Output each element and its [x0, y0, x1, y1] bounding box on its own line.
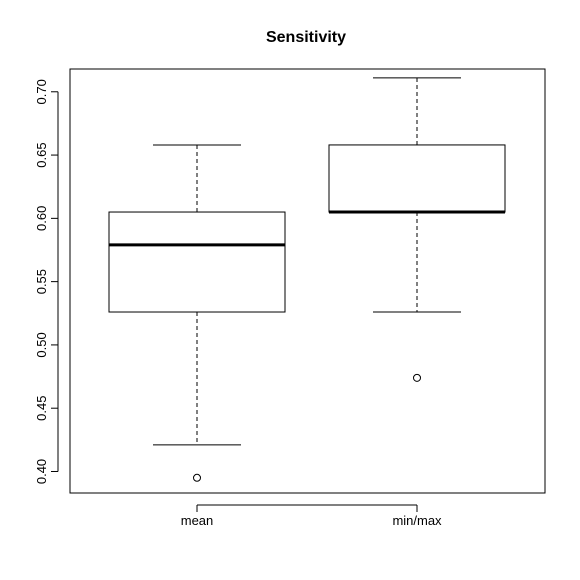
plot-frame: [69, 68, 546, 494]
y-tick-label: 0.65: [34, 142, 49, 167]
boxes: [108, 77, 506, 482]
y-tick-label: 0.50: [34, 332, 49, 357]
y-tick-label: 0.70: [34, 79, 49, 104]
outlier-point: [413, 373, 421, 382]
box-group: [108, 144, 286, 482]
y-tick-label: 0.60: [34, 206, 49, 231]
outlier-point: [193, 473, 201, 482]
iqr-box: [108, 211, 286, 313]
y-tick-label: 0.40: [34, 459, 49, 484]
y-tick-label: 0.55: [34, 269, 49, 294]
x-category-label: min/max: [392, 513, 442, 528]
iqr-box: [328, 144, 506, 213]
chart-title: Sensitivity: [266, 29, 346, 46]
y-tick-label: 0.45: [34, 396, 49, 421]
box-group: [328, 77, 506, 382]
y-axis: 0.40 0.45 0.50 0.55 0.60 0.65 0.70: [34, 79, 59, 484]
x-axis: mean min/max: [181, 504, 442, 528]
x-category-label: mean: [181, 513, 214, 528]
